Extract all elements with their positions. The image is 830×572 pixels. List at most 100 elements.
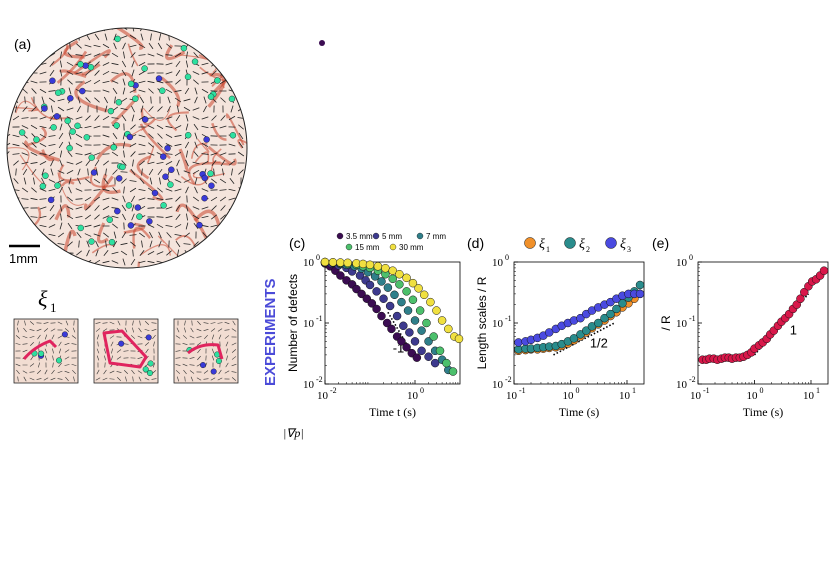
director-arrow — [147, 152, 155, 156]
director-arrow — [50, 159, 54, 167]
x-tick-exponent: 0 — [575, 386, 579, 395]
director-arrow — [123, 51, 125, 59]
director-arrow — [220, 61, 226, 67]
director-arrow — [84, 233, 92, 237]
director-arrow — [220, 115, 226, 121]
director-arrow — [75, 54, 83, 56]
director-arrow — [175, 240, 181, 248]
director-arrow — [148, 88, 154, 94]
director-arrow — [39, 54, 47, 56]
domain-wall — [7, 147, 30, 171]
director-arrow — [184, 141, 190, 149]
director-arrow — [238, 141, 244, 149]
director-arrow — [139, 96, 145, 104]
director-arrow — [221, 240, 225, 248]
director-arrow — [48, 135, 56, 137]
director-arrow — [12, 143, 20, 147]
director-arrow — [68, 177, 72, 185]
director-arrow — [130, 124, 136, 130]
data-point — [594, 318, 603, 328]
director-arrow — [39, 143, 47, 147]
director-arrow — [176, 105, 180, 113]
director-arrow — [175, 60, 181, 68]
minus-half-defect — [208, 182, 215, 189]
director-arrow — [7, 105, 10, 113]
legend-label: 3.5 mm — [346, 232, 373, 241]
defect-field-image — [6, 27, 248, 269]
director-arrow — [231, 168, 233, 176]
director-arrow — [120, 28, 128, 30]
director-arrow — [75, 188, 83, 192]
director-arrow — [203, 105, 207, 113]
data-point — [448, 367, 458, 376]
director-arrow — [185, 114, 189, 122]
director-arrow — [156, 162, 164, 164]
director-arrow — [210, 178, 218, 184]
director-arrow — [59, 123, 63, 131]
director-arrow — [48, 151, 56, 157]
director-arrow — [7, 134, 11, 138]
director-arrow — [95, 28, 99, 32]
plus-half-defect — [160, 202, 167, 209]
panel-label: (c) — [289, 235, 305, 251]
director-arrow — [123, 186, 125, 194]
director-arrow — [147, 207, 155, 209]
y-tick-label: 10 — [492, 379, 504, 391]
director-arrow — [186, 213, 188, 221]
director-arrow — [67, 79, 73, 85]
director-arrow — [102, 80, 110, 84]
director-arrow — [138, 153, 146, 155]
director-arrow — [165, 116, 173, 120]
plus-half-defect — [108, 238, 116, 246]
domain-wall — [164, 44, 186, 61]
director-arrow — [67, 52, 73, 58]
director-arrow — [94, 159, 100, 167]
domain-wall — [140, 108, 156, 126]
domain-wall — [178, 148, 189, 173]
plus-half-defect — [114, 35, 121, 43]
director-arrow — [219, 178, 227, 184]
director-arrow — [174, 224, 182, 228]
director-arrow — [122, 87, 126, 95]
panel-label: (e) — [652, 235, 669, 251]
director-arrow — [174, 188, 182, 192]
director-arrow — [211, 70, 217, 76]
director-arrow — [7, 44, 11, 48]
minus-half-defect — [160, 153, 167, 160]
series-ξ3 — [514, 289, 645, 347]
director-arrow — [105, 168, 107, 176]
domain-wall — [187, 162, 230, 185]
minus-half-defect — [127, 222, 135, 229]
x-tick-label: 10 — [619, 390, 631, 402]
plus-half-defect — [66, 144, 73, 152]
director-arrow — [239, 33, 243, 41]
legend-marker — [416, 232, 424, 240]
director-arrow — [12, 54, 20, 56]
y-tick-exponent: -1 — [689, 314, 696, 323]
director-arrow — [7, 241, 11, 247]
director-arrow — [95, 240, 99, 248]
director-arrow — [102, 215, 110, 219]
director-arrow — [7, 98, 11, 102]
director-arrow — [237, 28, 245, 30]
director-arrow — [7, 234, 11, 236]
legend-subscript: 1 — [546, 245, 550, 254]
minus-half-defect — [201, 174, 208, 182]
director-arrow — [219, 44, 227, 48]
director-arrow — [102, 232, 110, 238]
director-arrow — [220, 159, 226, 167]
director-arrow — [210, 125, 218, 129]
minus-half-defect — [67, 95, 74, 102]
x-tick-exponent: -1 — [703, 386, 710, 395]
director-arrow — [111, 62, 119, 66]
director-arrow — [156, 223, 164, 229]
director-arrow — [86, 240, 90, 248]
director-arrow — [12, 70, 20, 76]
director-arrow — [120, 250, 128, 256]
director-arrow — [141, 168, 143, 176]
director-arrow — [21, 198, 29, 200]
director-arrow — [138, 62, 146, 66]
director-arrow — [94, 205, 100, 211]
data-point — [383, 283, 393, 292]
